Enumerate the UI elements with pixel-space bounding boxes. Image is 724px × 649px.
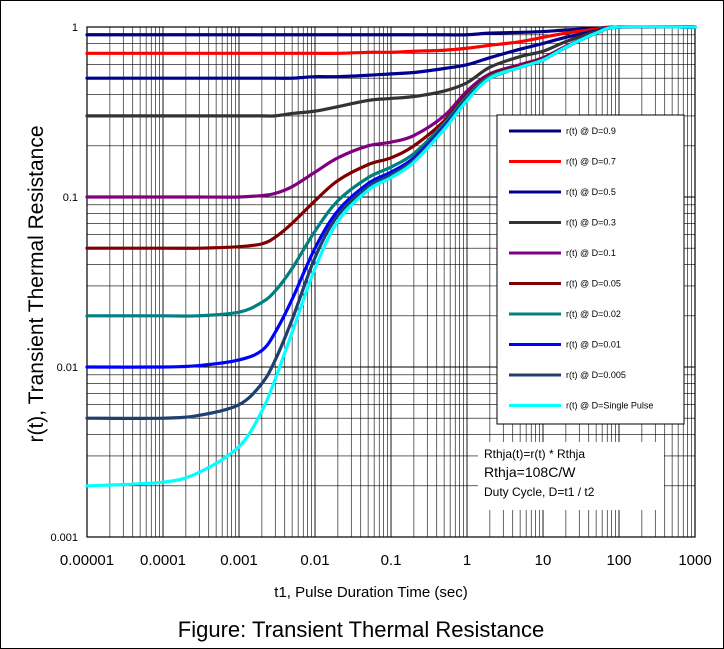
legend-label-2: r(t) @ D=0.5 (566, 187, 616, 197)
legend-box (496, 114, 685, 425)
y-tick-label: 1 (72, 22, 78, 34)
annotation-box: Rthja(t)=r(t) * Rthja Rthja=108C/W Duty … (478, 442, 664, 510)
series-line-9 (85, 24, 697, 488)
series-lines (85, 24, 697, 488)
x-tick-label: 10 (535, 552, 552, 569)
legend-label-3: r(t) @ D=0.3 (566, 218, 616, 228)
legend-label-0: r(t) @ D=0.9 (566, 126, 616, 136)
annotation-rthja: Rthja=108C/W (484, 464, 576, 480)
y-tick-label: 0.1 (63, 192, 78, 204)
legend-label-5: r(t) @ D=0.05 (566, 279, 621, 289)
legend-label-8: r(t) @ D=0.005 (566, 370, 626, 380)
series-line-3 (85, 25, 697, 118)
x-tick-label: 0.0001 (140, 552, 186, 569)
legend-label-4: r(t) @ D=0.1 (566, 248, 616, 258)
y-tick-label: 0.01 (57, 362, 78, 374)
y-tick-labels: 1 0.1 0.01 0.001 (50, 22, 78, 544)
series-line-1 (85, 25, 697, 56)
legend-label-6: r(t) @ D=0.02 (566, 309, 621, 319)
x-tick-label: 0.001 (220, 552, 258, 569)
x-tick-label: 0.1 (381, 552, 402, 569)
x-tick-label: 0.00001 (60, 552, 114, 569)
legend-label-9: r(t) @ D=Single Pulse (566, 401, 653, 411)
y-tick-label: 0.001 (50, 532, 78, 544)
figure-caption: Figure: Transient Thermal Resistance (178, 617, 544, 642)
x-tick-labels: 0.00001 0.0001 0.001 0.01 0.1 1 10 100 1000 (60, 552, 712, 569)
x-tick-label: 1 (463, 552, 471, 569)
series-line-0 (85, 25, 697, 37)
legend: r(t) @ D=0.9 r(t) @ D=0.7 r(t) @ D=0.5 r(t)… (496, 114, 685, 425)
series-line-2 (85, 25, 697, 80)
x-tick-label: 0.01 (300, 552, 329, 569)
annotation-background (478, 442, 664, 510)
legend-label-7: r(t) @ D=0.01 (566, 340, 621, 350)
annotation-duty-cycle: Duty Cycle, D=t1 / t2 (484, 485, 595, 499)
x-tick-label: 1000 (678, 552, 711, 569)
y-axis-label: r(t), Transient Thermal Resistance (25, 125, 48, 442)
annotation-formula: Rthja(t)=r(t) * Rthja (484, 447, 585, 461)
plot-border (86, 26, 696, 538)
x-tick-label: 100 (606, 552, 631, 569)
x-axis-label: t1, Pulse Duration Time (sec) (274, 584, 467, 601)
legend-label-1: r(t) @ D=0.7 (566, 157, 616, 167)
